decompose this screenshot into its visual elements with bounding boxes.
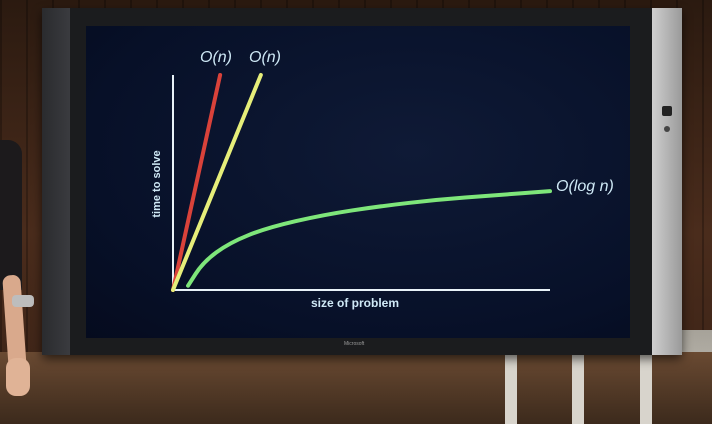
series-label-2: O(n) xyxy=(249,49,281,66)
display-stand-post xyxy=(572,350,584,424)
sensor-icon xyxy=(664,126,670,132)
series-layer: O(n) O(n) O(log n) xyxy=(171,49,614,292)
wristwatch xyxy=(12,295,34,307)
presenter xyxy=(0,40,34,424)
x-axis-label: size of problem xyxy=(311,296,399,310)
display-stand-post xyxy=(640,350,652,424)
monitor-right-bezel xyxy=(652,8,682,355)
series-label-1: O(n) xyxy=(200,49,232,66)
display-stand-post xyxy=(505,350,517,424)
series-line-3 xyxy=(186,189,552,288)
series-label-3: O(log n) xyxy=(556,178,614,195)
series-line-1 xyxy=(171,73,223,292)
brand-label: Microsoft xyxy=(344,341,365,347)
series-line-2 xyxy=(171,73,263,292)
y-axis-label: time to solve xyxy=(151,150,163,217)
monitor-left-bezel xyxy=(42,8,70,355)
camera-icon xyxy=(662,106,672,116)
presenter-hand xyxy=(6,358,30,396)
floor xyxy=(0,352,712,424)
presenter-torso xyxy=(0,140,22,290)
